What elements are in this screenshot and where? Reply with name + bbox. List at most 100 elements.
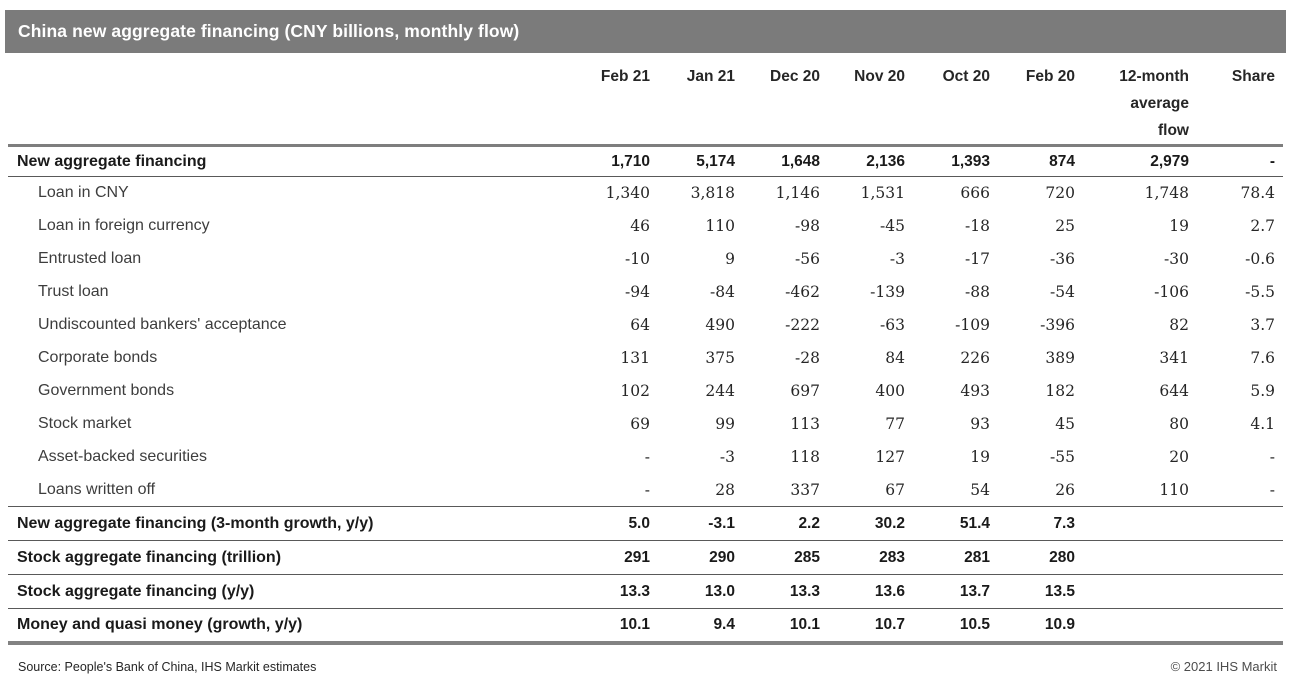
- value-cell: 2,136: [866, 152, 905, 170]
- row-new-aggregate-financing-3-month-growth: New aggregate financing (3-month growth,…: [8, 506, 1283, 541]
- value-cell: 290: [709, 548, 735, 566]
- value-cell: 82: [1169, 316, 1189, 334]
- row-label: Money and quasi money (growth, y/y): [17, 615, 303, 633]
- value-cell: 1,648: [781, 152, 820, 170]
- value-cell: 666: [960, 184, 990, 203]
- value-cell: -462: [785, 283, 820, 301]
- value-cell: 5.0: [628, 514, 650, 532]
- value-cell: 13.6: [874, 582, 905, 600]
- value-cell: 13.7: [959, 582, 990, 600]
- column-header-oct20: Oct 20: [942, 68, 990, 85]
- value-cell: 280: [1049, 548, 1075, 566]
- copyright-note: © 2021 IHS Markit: [1170, 658, 1277, 674]
- row-label: Corporate bonds: [38, 349, 158, 366]
- value-cell: -: [644, 448, 650, 466]
- value-cell: 2.7: [1250, 217, 1275, 235]
- value-cell: 84: [885, 349, 905, 367]
- column-header-12-month-average-flow: 12-month average flow: [1119, 68, 1189, 139]
- value-cell: -: [1269, 448, 1275, 466]
- value-cell: 67: [885, 480, 905, 499]
- value-cell: 493: [960, 382, 990, 400]
- value-cell: 7.6: [1250, 349, 1275, 367]
- column-header-feb21: Feb 21: [600, 68, 650, 85]
- value-cell: 54: [970, 480, 990, 499]
- value-cell: 10.1: [789, 615, 820, 633]
- row-label: Stock aggregate financing (trillion): [17, 548, 282, 566]
- row-label: Stock market: [38, 415, 132, 432]
- financing-table: Feb 21 Jan 21 Dec 20 Nov 20 Oct 20 Feb 2…: [8, 53, 1283, 645]
- value-cell: -222: [785, 316, 820, 334]
- report-exhibit: China new aggregate financing (CNY billi…: [0, 10, 1291, 679]
- value-cell: 1,340: [605, 184, 650, 203]
- value-cell: [1197, 575, 1283, 609]
- value-cell: -: [1269, 480, 1275, 499]
- value-cell: 25: [1055, 217, 1075, 235]
- source-note: Source: People's Bank of China, IHS Mark…: [18, 659, 317, 674]
- value-cell: [1083, 507, 1197, 541]
- value-cell: 341: [1159, 349, 1189, 367]
- row-label: Trust loan: [38, 283, 109, 300]
- value-cell: -18: [965, 217, 990, 235]
- value-cell: 26: [1055, 480, 1075, 499]
- value-cell: -396: [1040, 316, 1075, 334]
- value-cell: -3.1: [708, 514, 735, 532]
- row-label: Stock aggregate financing (y/y): [17, 582, 255, 600]
- table-title: China new aggregate financing (CNY billi…: [18, 21, 520, 41]
- value-cell: 5,174: [696, 152, 735, 170]
- row-new-aggregate-financing: New aggregate financing 1,710 5,174 1,64…: [8, 146, 1283, 177]
- footer: Source: People's Bank of China, IHS Mark…: [18, 659, 1277, 674]
- value-cell: 644: [1159, 382, 1189, 400]
- row-label: Undiscounted bankers' acceptance: [38, 316, 287, 333]
- value-cell: 77: [885, 415, 905, 433]
- value-cell: -94: [625, 283, 650, 301]
- value-cell: -36: [1050, 250, 1075, 268]
- value-cell: 182: [1045, 382, 1075, 400]
- row-label: Government bonds: [38, 382, 175, 399]
- row-stock-aggregate-financing-trillion: Stock aggregate financing (trillion) 291…: [8, 540, 1283, 575]
- value-cell: -0.6: [1245, 250, 1275, 268]
- value-cell: 110: [705, 217, 735, 235]
- row-entrusted-loan: Entrusted loan -10 9 -56 -3 -17 -36 -30 …: [8, 243, 1283, 276]
- value-cell: 7.3: [1053, 514, 1075, 532]
- row-label: New aggregate financing (3-month growth,…: [17, 514, 374, 532]
- value-cell: -5.5: [1245, 283, 1275, 301]
- column-header-feb20: Feb 20: [1025, 68, 1075, 85]
- value-cell: -10: [625, 250, 650, 268]
- value-cell: -56: [795, 250, 820, 268]
- column-header-share: Share: [1231, 68, 1275, 85]
- row-money-and-quasi-money-growth: Money and quasi money (growth, y/y) 10.1…: [8, 608, 1283, 643]
- value-cell: -84: [710, 283, 735, 301]
- value-cell: [1197, 507, 1283, 541]
- value-cell: 9.4: [713, 615, 735, 633]
- value-cell: 46: [630, 217, 650, 235]
- column-header-dec20: Dec 20: [770, 68, 820, 85]
- row-label: New aggregate financing: [17, 152, 207, 170]
- value-cell: [1083, 541, 1197, 575]
- value-cell: 1,710: [611, 152, 650, 170]
- value-cell: -98: [795, 217, 820, 235]
- value-cell: 10.5: [959, 615, 990, 633]
- value-cell: 78.4: [1240, 184, 1275, 203]
- value-cell: 28: [715, 480, 735, 499]
- row-label: Loans written off: [38, 480, 156, 498]
- value-cell: 9: [725, 250, 735, 268]
- value-cell: 5.9: [1250, 382, 1275, 400]
- value-cell: 45: [1055, 415, 1075, 433]
- value-cell: 283: [879, 548, 905, 566]
- value-cell: 110: [1159, 480, 1189, 499]
- row-loan-in-cny: Loan in CNY 1,340 3,818 1,146 1,531 666 …: [8, 177, 1283, 210]
- value-cell: [1083, 575, 1197, 609]
- value-cell: 20: [1169, 448, 1189, 466]
- value-cell: 64: [630, 316, 650, 334]
- value-cell: 291: [624, 548, 650, 566]
- value-cell: 93: [970, 415, 990, 433]
- row-loans-written-off: Loans written off - 28 337 67 54 26 110 …: [8, 474, 1283, 507]
- value-cell: -28: [795, 349, 820, 367]
- value-cell: 80: [1169, 415, 1189, 433]
- value-cell: [1197, 609, 1283, 643]
- value-cell: 281: [964, 548, 990, 566]
- value-cell: 874: [1049, 152, 1075, 170]
- value-cell: 113: [790, 415, 820, 433]
- value-cell: -54: [1050, 283, 1075, 301]
- value-cell: 1,393: [951, 152, 990, 170]
